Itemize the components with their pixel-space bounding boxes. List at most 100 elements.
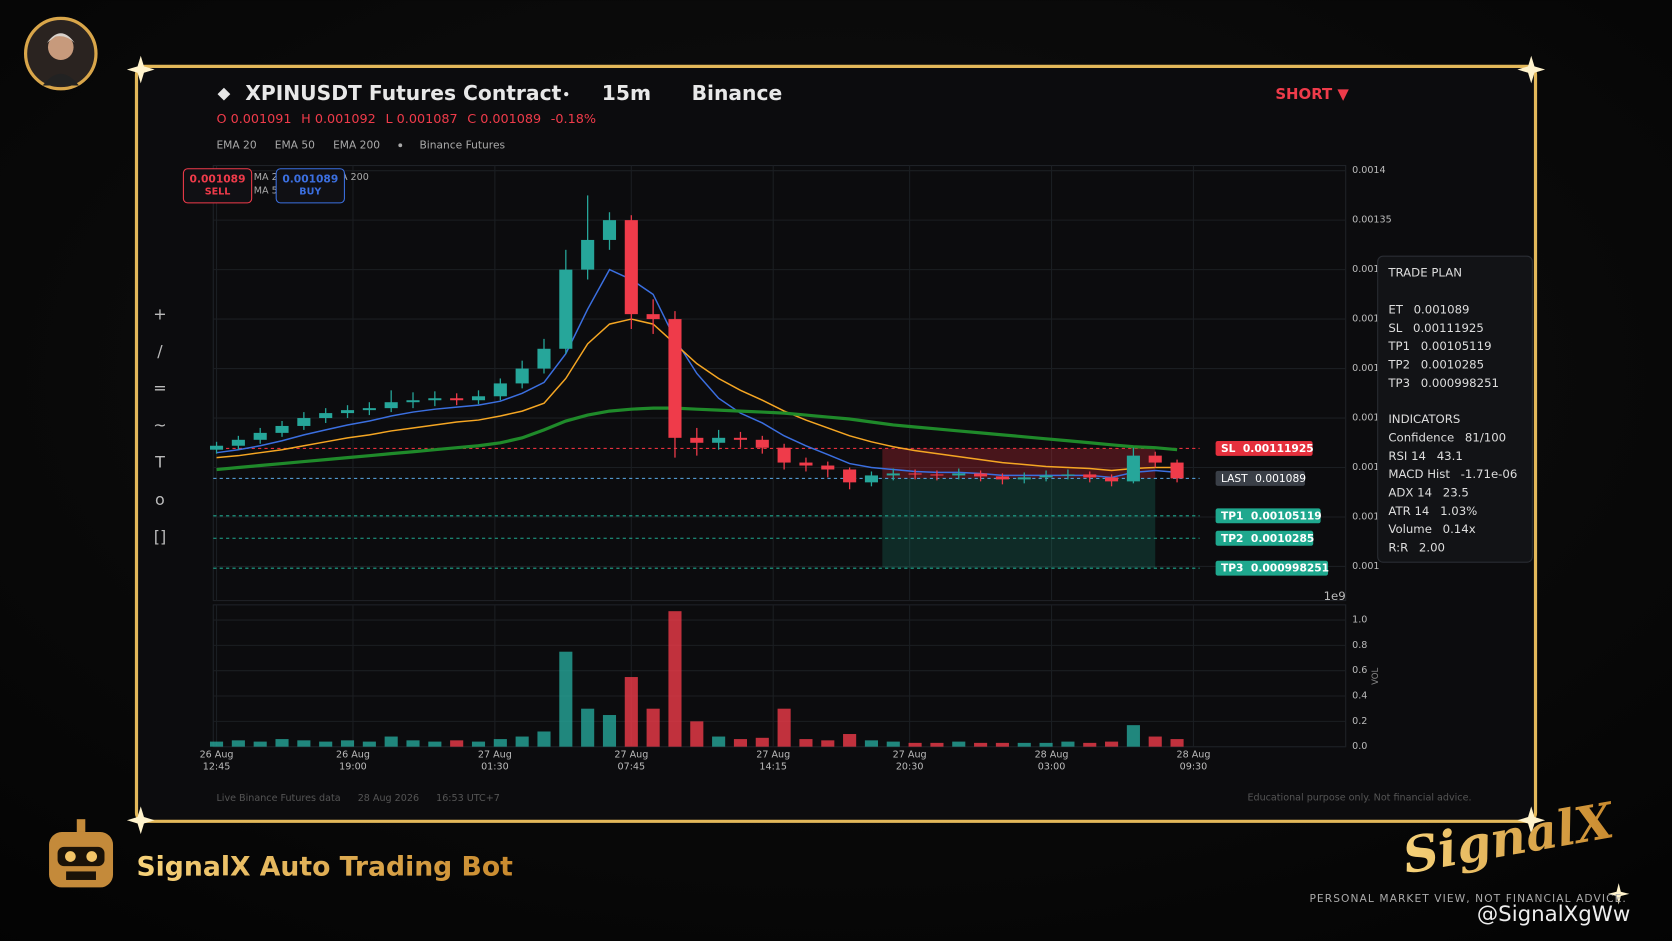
side-badge[interactable]: SHORT ▼ [1275, 85, 1349, 103]
row-key: MACD Hist [1388, 467, 1450, 481]
tool-button[interactable]: / [157, 341, 163, 360]
volume-bar [668, 611, 682, 747]
volume-bar [821, 740, 835, 747]
volume-bar [712, 736, 726, 747]
volume-bar [340, 740, 355, 747]
vol-tick-label: 0.6 [1352, 665, 1367, 676]
panel [1377, 255, 1533, 563]
volume-bar [755, 737, 769, 747]
x-tick-label: 19:00 [339, 761, 367, 772]
candle-body [952, 473, 966, 476]
volume-bar [1083, 742, 1097, 747]
price-pane [212, 164, 1347, 602]
level-badge [1215, 440, 1313, 456]
sparkles [126, 55, 1630, 905]
level-label: TP3 0.000998251 [1221, 562, 1329, 575]
panel-row: R:R 2.00 [1388, 540, 1445, 554]
row-value: 0.001089 [1414, 302, 1470, 316]
legend-entry: EMA 200 [333, 138, 380, 151]
x-tick-label: 27 Aug [893, 750, 927, 761]
tool-button[interactable]: [] [154, 527, 166, 546]
row-key: TP3 [1387, 375, 1410, 389]
y-tick-label: 0.00135 [1352, 215, 1392, 226]
vol-tick-label: 0.4 [1352, 691, 1367, 702]
volume-bar [646, 708, 660, 747]
panel-title: TRADE PLAN [1387, 266, 1462, 280]
row-value: 0.14x [1443, 522, 1476, 536]
tool-button[interactable]: ~ [153, 416, 166, 435]
row-value: 43.1 [1437, 448, 1463, 462]
ma-legend: MA 50 [254, 186, 284, 197]
candle-body [297, 418, 311, 426]
ema-line [216, 268, 1178, 479]
tool-button[interactable]: o [155, 490, 165, 509]
volume-bar [777, 708, 791, 747]
panel-row: Volume 0.14x [1388, 522, 1475, 536]
candle-body [384, 402, 398, 409]
volume-bar [471, 741, 486, 747]
legend-dot [398, 143, 403, 148]
candle-body [1148, 455, 1162, 463]
candle-body [471, 396, 486, 401]
row-key: ADX 14 [1388, 485, 1432, 499]
row-value: 0.000998251 [1421, 375, 1499, 389]
panel-row: ATR 14 1.03% [1388, 503, 1477, 517]
candle-body [515, 368, 529, 384]
avatar [23, 16, 98, 91]
vol-tick-label: 0.0 [1352, 741, 1367, 752]
volume-bar [537, 731, 551, 747]
watermark: @SignalXgWw [1477, 902, 1630, 927]
candle-body [886, 473, 900, 476]
level-value: 0.001089 [1255, 472, 1306, 485]
x-tick-label: 09:30 [1180, 761, 1208, 772]
level-name: TP3 [1221, 562, 1244, 575]
ma-legend: MA 20 [254, 172, 284, 183]
separator-dot [645, 91, 650, 97]
volume-bar [1017, 742, 1031, 747]
row-value: 2.00 [1419, 540, 1445, 554]
volume-bar [995, 742, 1009, 747]
legend-entry: EMA 20 [216, 138, 256, 151]
candle-body [1126, 455, 1140, 482]
separator-dot [564, 91, 569, 97]
tool-button[interactable]: + [153, 304, 166, 323]
volume-bar [406, 740, 420, 747]
bot-name: SignalX Auto Trading Bot [136, 852, 513, 883]
volume-bar [733, 739, 748, 747]
row-value: 0.00105119 [1421, 339, 1492, 353]
candle-body [995, 476, 1009, 480]
volume-bar [624, 677, 638, 747]
level-name: TP2 [1221, 532, 1244, 545]
candle-body [624, 220, 638, 315]
candle-body [843, 469, 857, 483]
candle-body [450, 398, 464, 401]
volume-bar [1105, 741, 1119, 747]
volume-bar [690, 721, 704, 747]
tool-button[interactable]: = [153, 379, 166, 398]
candle-body [690, 437, 704, 443]
level-badge [1215, 560, 1329, 576]
candle-body [864, 475, 878, 483]
volume-bar [1039, 742, 1053, 747]
panel-row: RSI 14 43.1 [1388, 448, 1462, 462]
sell-price: 0.001089 [190, 172, 246, 185]
tool-button[interactable]: T [154, 453, 165, 472]
price-chart: 0.0014 0.00135 0.001 0.001 0.001 0.001 0.001 0.… [182, 164, 1392, 772]
candle-body [602, 220, 617, 240]
y-tick-label: 0.0014 [1352, 165, 1386, 176]
row-key: Confidence [1388, 430, 1454, 444]
panel-row: MACD Hist -1.71e-06 [1388, 467, 1517, 481]
sell-button[interactable] [182, 168, 253, 204]
buy-button[interactable] [275, 168, 345, 204]
candle-body [646, 314, 660, 320]
volume-bar [952, 741, 966, 747]
tagline: PERSONAL MARKET VIEW, NOT FINANCIAL ADVI… [1309, 892, 1626, 905]
vol-tick-label: 0.2 [1352, 716, 1367, 727]
toolbar: + / = ~ To [] [153, 304, 166, 546]
row-key: RSI 14 [1388, 448, 1426, 462]
row-value: 23.5 [1443, 485, 1469, 499]
volume-bar [275, 739, 289, 747]
candle-body [362, 408, 376, 411]
candle-body [930, 474, 944, 476]
